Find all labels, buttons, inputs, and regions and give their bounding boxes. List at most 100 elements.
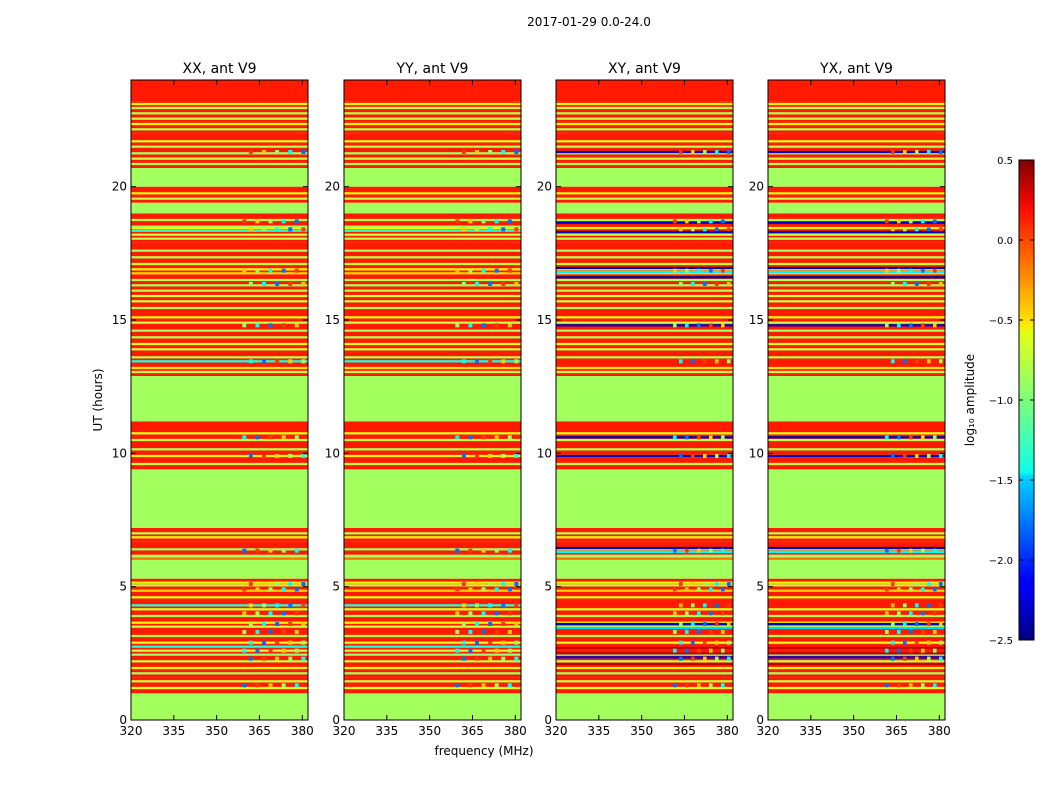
heatmap-line xyxy=(344,666,521,670)
heatmap-line xyxy=(131,157,308,160)
heatmap-line xyxy=(556,321,733,324)
x-tick-label: 350 xyxy=(842,724,865,738)
rfi-speckle xyxy=(268,323,273,328)
rfi-speckle xyxy=(481,219,486,224)
rfi-speckle xyxy=(455,548,460,553)
rfi-speckle xyxy=(461,454,466,458)
heatmap-line-extra xyxy=(131,604,308,607)
rfi-speckle xyxy=(275,603,280,608)
rfi-speckle xyxy=(268,219,273,224)
y-tick-label: 10 xyxy=(749,446,764,460)
rfi-speckle xyxy=(921,611,925,616)
rfi-speckle xyxy=(242,648,247,653)
rfi-speckle xyxy=(481,648,486,653)
rfi-speckle xyxy=(897,683,901,688)
rfi-speckle xyxy=(455,268,460,273)
rfi-speckle xyxy=(268,587,273,592)
rfi-speckle xyxy=(288,227,293,232)
rfi-speckle xyxy=(262,359,266,364)
heatmap-line xyxy=(768,289,945,292)
rfi-speckle xyxy=(514,656,519,661)
heatmap-line xyxy=(131,596,308,599)
rfi-speckle xyxy=(921,683,925,688)
rfi-speckle xyxy=(507,548,512,553)
rfi-speckle xyxy=(281,648,286,653)
rfi-speckle xyxy=(248,622,253,626)
rfi-speckle xyxy=(885,268,889,273)
rfi-speckle xyxy=(721,683,725,688)
rfi-speckle xyxy=(921,323,925,328)
rfi-speckle xyxy=(514,454,519,458)
y-tick-label: 5 xyxy=(332,580,340,594)
rfi-speckle xyxy=(481,611,486,616)
heatmap-line-extra xyxy=(556,662,733,666)
rfi-speckle xyxy=(909,611,913,616)
rfi-speckle xyxy=(915,603,919,608)
rfi-speckle xyxy=(915,282,919,286)
rfi-speckle xyxy=(475,359,479,364)
x-tick-label: 380 xyxy=(291,724,314,738)
rfi-speckle xyxy=(288,582,293,586)
rfi-speckle xyxy=(715,227,719,232)
rfi-speckle xyxy=(255,435,260,440)
heatmap-block xyxy=(344,541,521,555)
rfi-speckle xyxy=(727,454,731,458)
rfi-speckle xyxy=(461,282,466,286)
rfi-speckle xyxy=(468,630,473,634)
heatmap-line-extra xyxy=(768,270,945,274)
y-axis-label: UT (hours) xyxy=(91,368,105,431)
x-tick-label: 380 xyxy=(928,724,951,738)
rfi-speckle xyxy=(268,268,273,273)
x-tick-label: 335 xyxy=(162,724,185,738)
heatmap-line xyxy=(768,596,945,599)
heatmap-line xyxy=(131,117,308,120)
rfi-speckle xyxy=(301,582,306,586)
rfi-speckle xyxy=(673,548,677,553)
rfi-speckle xyxy=(507,587,512,592)
heatmap-line xyxy=(768,284,945,287)
heatmap-line xyxy=(768,438,945,442)
heatmap-line-extra xyxy=(556,436,733,439)
rfi-speckle xyxy=(468,548,473,553)
rfi-speckle xyxy=(721,630,725,634)
heatmap-line xyxy=(344,672,521,675)
heatmap-line xyxy=(131,294,308,298)
rfi-speckle xyxy=(475,603,479,608)
rfi-speckle xyxy=(475,282,479,286)
rfi-speckle xyxy=(262,603,266,608)
rfi-speckle xyxy=(673,648,677,653)
heatmap-line-extra xyxy=(131,649,308,652)
colorbar-tick-label: 0.5 xyxy=(997,156,1013,167)
rfi-speckle xyxy=(514,603,519,608)
rfi-speckle xyxy=(915,454,919,458)
rfi-speckle xyxy=(262,640,266,645)
heatmap-line xyxy=(131,448,308,451)
rfi-speckle xyxy=(933,648,937,653)
rfi-speckle xyxy=(933,548,937,553)
heatmap-line xyxy=(556,342,733,346)
heatmap-line xyxy=(556,653,733,656)
heatmap-line-extra xyxy=(556,221,733,224)
heatmap-line xyxy=(344,140,521,143)
rfi-speckle xyxy=(275,282,280,286)
rfi-speckle xyxy=(514,622,519,626)
heatmap-line xyxy=(131,192,308,195)
heatmap-line xyxy=(131,300,308,303)
heatmap-line xyxy=(768,316,945,319)
colorbar-ticks: 0.5 0.0 −0.5 −1.0 −1.5 −2.0 −2.5 xyxy=(989,156,1034,647)
heatmap-line xyxy=(556,306,733,310)
rfi-speckle xyxy=(891,603,895,608)
colorbar-tick-label: −1.5 xyxy=(989,476,1013,487)
rfi-speckle xyxy=(897,435,901,440)
heatmap-block xyxy=(556,186,733,203)
rfi-speckle xyxy=(301,150,306,154)
rfi-speckle xyxy=(927,227,931,232)
rfi-speckle xyxy=(475,227,479,232)
rfi-speckle xyxy=(488,282,493,286)
rfi-speckle xyxy=(709,587,713,592)
heatmap-line xyxy=(131,653,308,656)
rfi-speckle xyxy=(933,611,937,616)
rfi-speckle xyxy=(927,656,931,661)
heatmap-block xyxy=(768,80,945,102)
